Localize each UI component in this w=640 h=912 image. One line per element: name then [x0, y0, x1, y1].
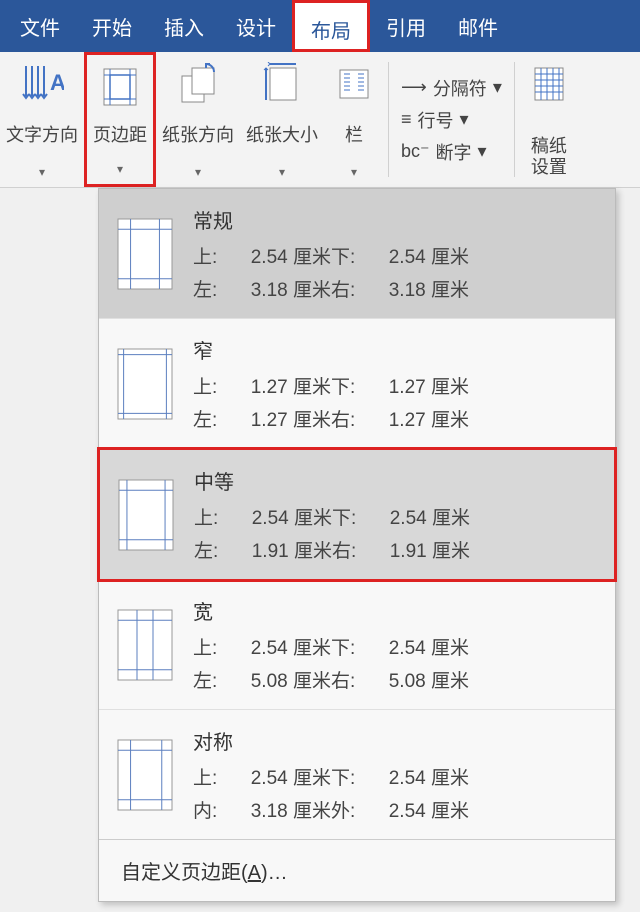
margin-preset-icon — [117, 218, 173, 290]
margin-preset-mirrored[interactable]: 对称 上:2.54 厘米 下:2.54 厘米 内:3.18 厘米 外:2.54 … — [99, 710, 615, 839]
margin-preset-info: 常规 上:2.54 厘米 下:2.54 厘米 左:3.18 厘米 右:3.18 … — [193, 205, 597, 302]
margin-preset-values: 上:2.54 厘米 下:2.54 厘米 内:3.18 厘米 外:2.54 厘米 — [193, 763, 597, 823]
margin-preset-values: 上:2.54 厘米 下:2.54 厘米 左:1.91 厘米 右:1.91 厘米 — [194, 503, 596, 563]
hyphenation-button[interactable]: bc⁻ 断字 ▾ — [401, 139, 502, 165]
margins-label: 页边距 — [93, 125, 147, 147]
margin-preset-values: 上:1.27 厘米 下:1.27 厘米 左:1.27 厘米 右:1.27 厘米 — [193, 372, 597, 432]
line-numbers-button[interactable]: ≡ 行号 ▾ — [401, 107, 502, 133]
caret-icon: ▾ — [493, 77, 502, 98]
margin-preset-name: 宽 — [193, 596, 597, 625]
margin-preset-icon — [117, 348, 173, 420]
separator — [514, 62, 515, 177]
margin-preset-wide[interactable]: 宽 上:2.54 厘米 下:2.54 厘米 左:5.08 厘米 右:5.08 厘… — [99, 580, 615, 710]
tab-design[interactable]: 设计 — [220, 0, 292, 52]
margin-preset-name: 常规 — [193, 205, 597, 234]
hyphenation-icon: bc⁻ — [401, 141, 430, 162]
ribbon-bar: A 文字方向 ▾ 页边距 ▾ 纸张方向 ▾ 纸张大小 ▾ 栏 ▾ ⟶ 分隔符 ▾ ≡ — [0, 52, 640, 188]
caret-icon: ▾ — [478, 141, 487, 162]
margin-preset-values: 上:2.54 厘米 下:2.54 厘米 左:5.08 厘米 右:5.08 厘米 — [193, 633, 597, 693]
tab-mail[interactable]: 邮件 — [442, 0, 514, 52]
margin-preset-info: 中等 上:2.54 厘米 下:2.54 厘米 左:1.91 厘米 右:1.91 … — [194, 466, 596, 563]
margin-preset-icon — [117, 739, 173, 811]
columns-button[interactable]: 栏 ▾ — [324, 52, 384, 187]
breaks-button[interactable]: ⟶ 分隔符 ▾ — [401, 75, 502, 101]
text-direction-label: 文字方向 — [6, 125, 78, 147]
columns-icon — [332, 62, 376, 106]
svg-text:A: A — [50, 70, 64, 95]
orientation-icon — [176, 62, 220, 106]
tab-insert[interactable]: 插入 — [148, 0, 220, 52]
columns-label: 栏 — [345, 125, 363, 147]
caret-icon: ▾ — [279, 165, 285, 179]
custom-margins-label: 自定义页边距(A)… — [121, 862, 288, 884]
manuscript-icon — [527, 62, 571, 106]
margin-preset-name: 中等 — [194, 466, 596, 495]
margins-dropdown: 常规 上:2.54 厘米 下:2.54 厘米 左:3.18 厘米 右:3.18 … — [98, 188, 616, 902]
page-setup-options: ⟶ 分隔符 ▾ ≡ 行号 ▾ bc⁻ 断字 ▾ — [393, 52, 510, 187]
caret-icon: ▾ — [351, 165, 357, 179]
hyphenation-label: 断字 — [436, 139, 472, 165]
tab-file[interactable]: 文件 — [4, 0, 76, 52]
margins-button[interactable]: 页边距 ▾ — [84, 52, 156, 187]
margin-preset-info: 宽 上:2.54 厘米 下:2.54 厘米 左:5.08 厘米 右:5.08 厘… — [193, 596, 597, 693]
margin-preset-normal[interactable]: 常规 上:2.54 厘米 下:2.54 厘米 左:3.18 厘米 右:3.18 … — [99, 189, 615, 319]
size-label: 纸张大小 — [246, 125, 318, 147]
line-numbers-icon: ≡ — [401, 109, 412, 130]
margin-preset-moderate[interactable]: 中等 上:2.54 厘米 下:2.54 厘米 左:1.91 厘米 右:1.91 … — [97, 447, 617, 582]
tab-home[interactable]: 开始 — [76, 0, 148, 52]
margin-preset-icon — [117, 609, 173, 681]
separator — [388, 62, 389, 177]
size-button[interactable]: 纸张大小 ▾ — [240, 52, 324, 187]
margin-preset-values: 上:2.54 厘米 下:2.54 厘米 左:3.18 厘米 右:3.18 厘米 — [193, 242, 597, 302]
ribbon-tabs: 文件 开始 插入 设计 布局 引用 邮件 — [0, 0, 640, 52]
manuscript-label: 稿纸 设置 — [531, 136, 567, 179]
margins-icon — [98, 65, 142, 109]
breaks-label: 分隔符 — [433, 75, 487, 101]
breaks-icon: ⟶ — [401, 77, 427, 98]
custom-margins-item[interactable]: 自定义页边距(A)… — [99, 839, 615, 901]
caret-icon: ▾ — [460, 109, 469, 130]
tab-references[interactable]: 引用 — [370, 0, 442, 52]
orientation-label: 纸张方向 — [162, 125, 234, 147]
size-icon — [260, 62, 304, 106]
tab-layout[interactable]: 布局 — [292, 0, 370, 52]
manuscript-button[interactable]: 稿纸 设置 — [519, 52, 579, 187]
text-direction-button[interactable]: A 文字方向 ▾ — [0, 52, 84, 187]
caret-icon: ▾ — [117, 162, 123, 176]
margin-preset-narrow[interactable]: 窄 上:1.27 厘米 下:1.27 厘米 左:1.27 厘米 右:1.27 厘… — [99, 319, 615, 449]
margin-preset-info: 对称 上:2.54 厘米 下:2.54 厘米 内:3.18 厘米 外:2.54 … — [193, 726, 597, 823]
margin-preset-icon — [118, 479, 174, 551]
caret-icon: ▾ — [195, 165, 201, 179]
line-numbers-label: 行号 — [418, 107, 454, 133]
margin-preset-name: 窄 — [193, 335, 597, 364]
margin-preset-info: 窄 上:1.27 厘米 下:1.27 厘米 左:1.27 厘米 右:1.27 厘… — [193, 335, 597, 432]
margin-preset-name: 对称 — [193, 726, 597, 755]
text-direction-icon: A — [20, 62, 64, 106]
orientation-button[interactable]: 纸张方向 ▾ — [156, 52, 240, 187]
caret-icon: ▾ — [39, 165, 45, 179]
